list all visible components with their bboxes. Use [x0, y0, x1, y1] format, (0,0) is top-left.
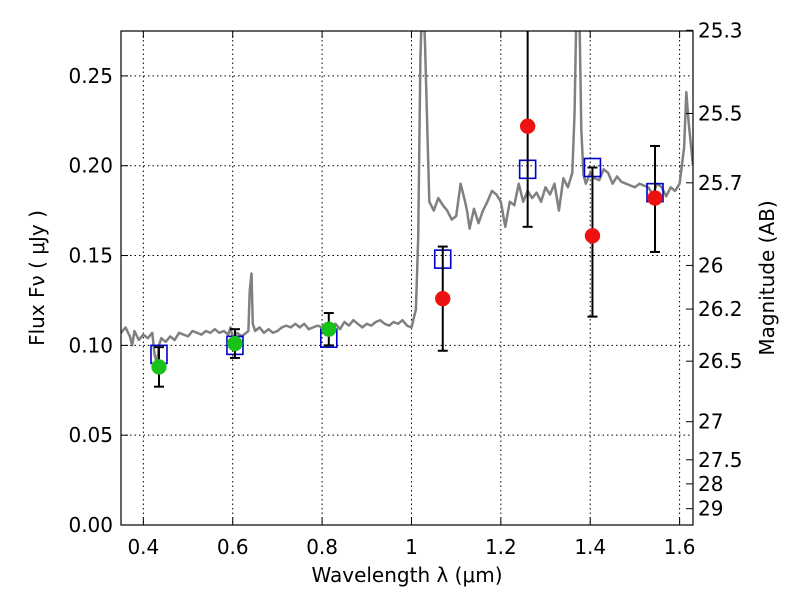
- x-tick-label: 1.2: [485, 535, 517, 559]
- x-axis-title: Wavelength λ (μm): [311, 563, 502, 587]
- axis-ticks: [121, 29, 693, 526]
- x-tick-label: 1.4: [574, 535, 606, 559]
- photometry-layer: [150, 31, 664, 388]
- mag-tick-label: 26.5: [698, 349, 743, 373]
- y-tick-label: 0.10: [68, 333, 113, 357]
- x-tick-label: 1.6: [664, 535, 696, 559]
- data-point: [519, 118, 536, 134]
- y2-axis-title: Magnitude (AB): [755, 200, 779, 355]
- mag-tick-label: 26.2: [698, 297, 743, 321]
- mag-tick-label: 25.7: [698, 171, 743, 195]
- data-point: [321, 321, 337, 337]
- spectrum-curve-layer: [121, 31, 693, 365]
- mag-tick-label: 28: [698, 472, 723, 496]
- data-point: [647, 190, 663, 206]
- mag-tick-label: 27.5: [698, 448, 743, 472]
- data-point: [435, 290, 451, 307]
- y-tick-label: 0.00: [68, 513, 113, 537]
- data-point: [151, 359, 167, 375]
- mag-tick-label: 27: [698, 410, 723, 434]
- data-point: [227, 335, 243, 352]
- y-tick-label: 0.20: [68, 154, 113, 178]
- y-tick-label: 0.05: [68, 423, 113, 447]
- mag-tick-label: 25.5: [698, 101, 743, 125]
- plot-frame: [120, 30, 694, 526]
- mag-tick-label: 25.3: [698, 18, 743, 42]
- spectrum-curve: [121, 31, 693, 365]
- tick-labels: 0.4 0.6 0.8 1 1.2 1.4 1.6 0.00 0.05 0.10 0.15 0.20 0…: [68, 18, 742, 559]
- x-tick-label: 1: [405, 535, 418, 559]
- y-axis-title: Flux Fν ( μJy ): [25, 210, 49, 346]
- y-tick-label: 0.25: [68, 64, 113, 88]
- x-tick-label: 0.8: [306, 535, 338, 559]
- y-tick-label: 0.15: [68, 244, 113, 268]
- data-point: [584, 228, 601, 244]
- x-tick-label: 0.4: [127, 535, 159, 559]
- mag-tick-label: 26: [698, 253, 723, 277]
- x-tick-label: 0.6: [217, 535, 249, 559]
- mag-tick-label: 29: [698, 497, 723, 521]
